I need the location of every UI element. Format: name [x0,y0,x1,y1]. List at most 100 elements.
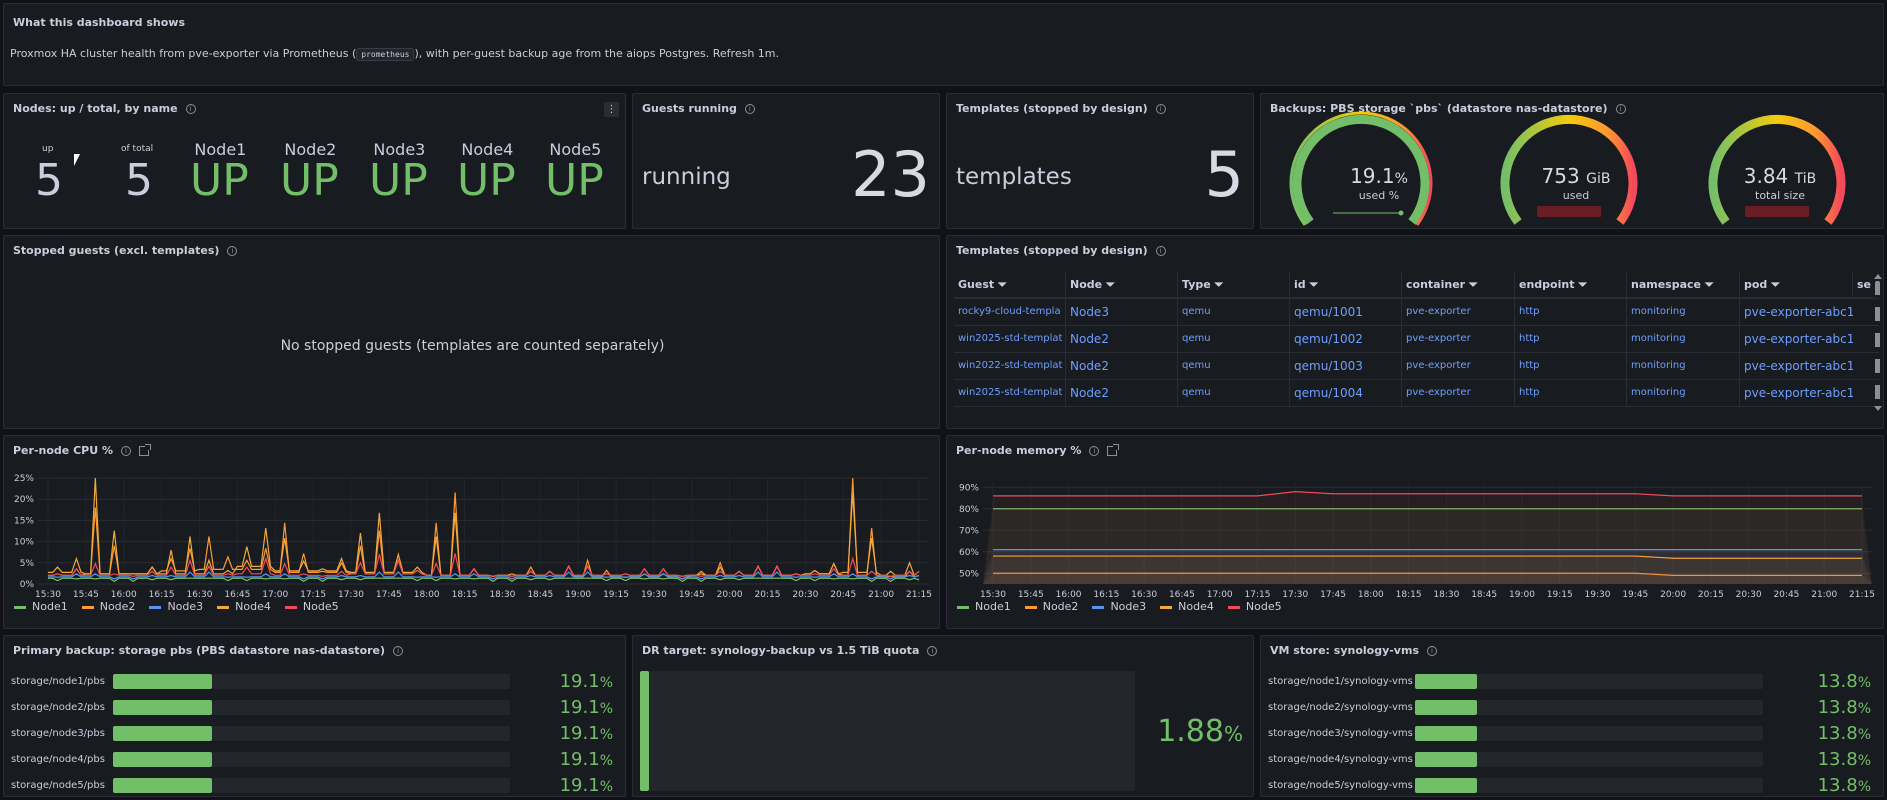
column-header-container[interactable]: container ⏷ [1402,271,1515,298]
x-tick-label: 18:45 [527,590,553,600]
cell-endpoint[interactable]: http [1515,325,1627,353]
cell-namespace[interactable]: monitoring [1627,379,1740,407]
column-header-pod[interactable]: pod ⏷ [1740,271,1853,298]
cell-pod[interactable]: pve-exporter-abc12 [1740,380,1853,407]
info-panel: What this dashboard shows Proxmox HA clu… [3,3,1884,86]
cell-guest[interactable]: win2025-std-templat [954,379,1066,407]
info-icon[interactable]: i [744,103,755,114]
cell-namespace[interactable]: monitoring [1627,325,1740,353]
cell-type[interactable]: qemu [1178,352,1290,380]
column-header-endpoint[interactable]: endpoint ⏷ [1515,271,1627,298]
nodes-title: Nodes: up / total, by name [13,102,178,115]
panel-menu-icon[interactable]: ⋮ [604,102,619,117]
legend-node4[interactable]: Node4 [217,600,271,613]
cell-node[interactable]: Node2 [1066,379,1178,407]
x-tick-label: 18:00 [414,590,440,600]
cell-type[interactable]: qemu [1178,298,1290,326]
scroll-up-icon[interactable] [1874,274,1882,279]
cell-pod[interactable]: pve-exporter-abc12 [1740,326,1853,353]
table-row[interactable]: rocky9-cloud-templa Node3 qemu qemu/1001… [954,298,1879,326]
scrollbar-thumb[interactable] [1875,281,1880,406]
filter-icon[interactable]: ⏷ [1578,278,1588,291]
external-link-icon[interactable] [1107,443,1120,456]
scroll-down-icon[interactable] [1874,406,1882,411]
filter-icon[interactable]: ⏷ [997,278,1007,291]
gauge-label-3: total size [1755,189,1805,202]
cell-type[interactable]: qemu [1178,379,1290,407]
bar-row-label: storage/node1/synology-vms [1268,676,1413,687]
info-icon[interactable]: i [393,645,404,656]
cell-node[interactable]: Node2 [1066,352,1178,380]
legend-node3[interactable]: Node3 [1092,600,1146,613]
cell-node[interactable]: Node2 [1066,325,1178,353]
cell-id[interactable]: qemu/1001 [1290,298,1402,326]
guests-value: 23 [851,138,930,211]
table-row[interactable]: win2025-std-templat Node2 qemu qemu/1004… [954,379,1879,407]
filter-icon[interactable]: ⏷ [1214,278,1224,291]
info-icon[interactable]: i [120,445,131,456]
cell-guest[interactable]: win2022-std-templat [954,352,1066,380]
legend-node1[interactable]: Node1 [14,600,68,613]
filter-icon[interactable]: ⏷ [1309,278,1319,291]
external-link-icon[interactable] [138,443,151,456]
legend-node1[interactable]: Node1 [957,600,1011,613]
bar-row-label: storage/node3/synology-vms [1268,728,1413,739]
cell-container[interactable]: pve-exporter [1402,325,1515,353]
cell-container[interactable]: pve-exporter [1402,298,1515,326]
info-icon[interactable]: i [1155,245,1166,256]
templates-stat-panel: Templates (stopped by design) i templates… [946,93,1254,229]
column-header-guest[interactable]: Guest ⏷ [954,271,1066,298]
legend-node5[interactable]: Node5 [1227,600,1282,613]
cell-guest[interactable]: win2025-std-templat [954,325,1066,353]
series-line-node5 [993,490,1862,497]
column-header-se[interactable]: se [1853,271,1873,298]
x-tick-label: 19:30 [1585,590,1611,600]
info-icon[interactable]: i [1155,103,1166,114]
table-row[interactable]: win2022-std-templat Node2 qemu qemu/1003… [954,352,1879,380]
legend-node5[interactable]: Node5 [284,600,339,613]
info-icon[interactable]: i [227,245,238,256]
filter-icon[interactable]: ⏷ [1771,278,1780,291]
filter-icon[interactable]: ⏷ [1105,278,1115,291]
legend-node2[interactable]: Node2 [1024,600,1078,613]
cell-container[interactable]: pve-exporter [1402,379,1515,407]
x-tick-label: 19:15 [603,590,629,600]
column-header-type[interactable]: Type ⏷ [1178,271,1290,298]
bar-background [113,726,510,741]
cell-endpoint[interactable]: http [1515,379,1627,407]
info-text-post: ), with per-guest backup age from the ai… [414,47,780,60]
cell-endpoint[interactable]: http [1515,352,1627,380]
cell-pod[interactable]: pve-exporter-abc12 [1740,353,1853,380]
cell-id[interactable]: qemu/1004 [1290,379,1402,407]
filter-icon[interactable]: ⏷ [1704,278,1714,291]
info-icon[interactable]: i [185,103,196,114]
cell-endpoint[interactable]: http [1515,298,1627,326]
y-tick-label: 50% [959,569,979,579]
cell-type[interactable]: qemu [1178,325,1290,353]
cell-pod[interactable]: pve-exporter-abc12 [1740,299,1853,326]
info-icon[interactable]: i [1427,645,1437,656]
table-row[interactable]: win2025-std-templat Node2 qemu qemu/1002… [954,325,1879,353]
info-icon[interactable]: i [1089,445,1100,456]
gauge-used [1500,114,1638,225]
legend-node4[interactable]: Node4 [1160,600,1214,613]
cell-container[interactable]: pve-exporter [1402,352,1515,380]
cell-node[interactable]: Node3 [1066,298,1178,326]
y-tick-label: 80% [959,505,979,515]
filter-icon[interactable]: ⏷ [1468,278,1478,291]
column-header-node[interactable]: Node ⏷ [1066,271,1178,298]
info-icon[interactable]: i [927,645,938,656]
cell-id[interactable]: qemu/1002 [1290,325,1402,353]
info-icon[interactable]: i [1615,103,1626,114]
legend-node3[interactable]: Node3 [149,600,203,613]
x-tick-label: 20:30 [792,590,818,600]
legend-node2[interactable]: Node2 [81,600,135,613]
column-header-id[interactable]: id ⏷ [1290,271,1402,298]
cell-id[interactable]: qemu/1003 [1290,352,1402,380]
vertical-scrollbar[interactable] [1874,274,1882,414]
cell-guest[interactable]: rocky9-cloud-templa [954,298,1066,326]
cell-namespace[interactable]: monitoring [1627,298,1740,326]
cell-namespace[interactable]: monitoring [1627,352,1740,380]
column-header-namespace[interactable]: namespace ⏷ [1627,271,1740,298]
gauge-unit: GiB [1586,171,1611,187]
